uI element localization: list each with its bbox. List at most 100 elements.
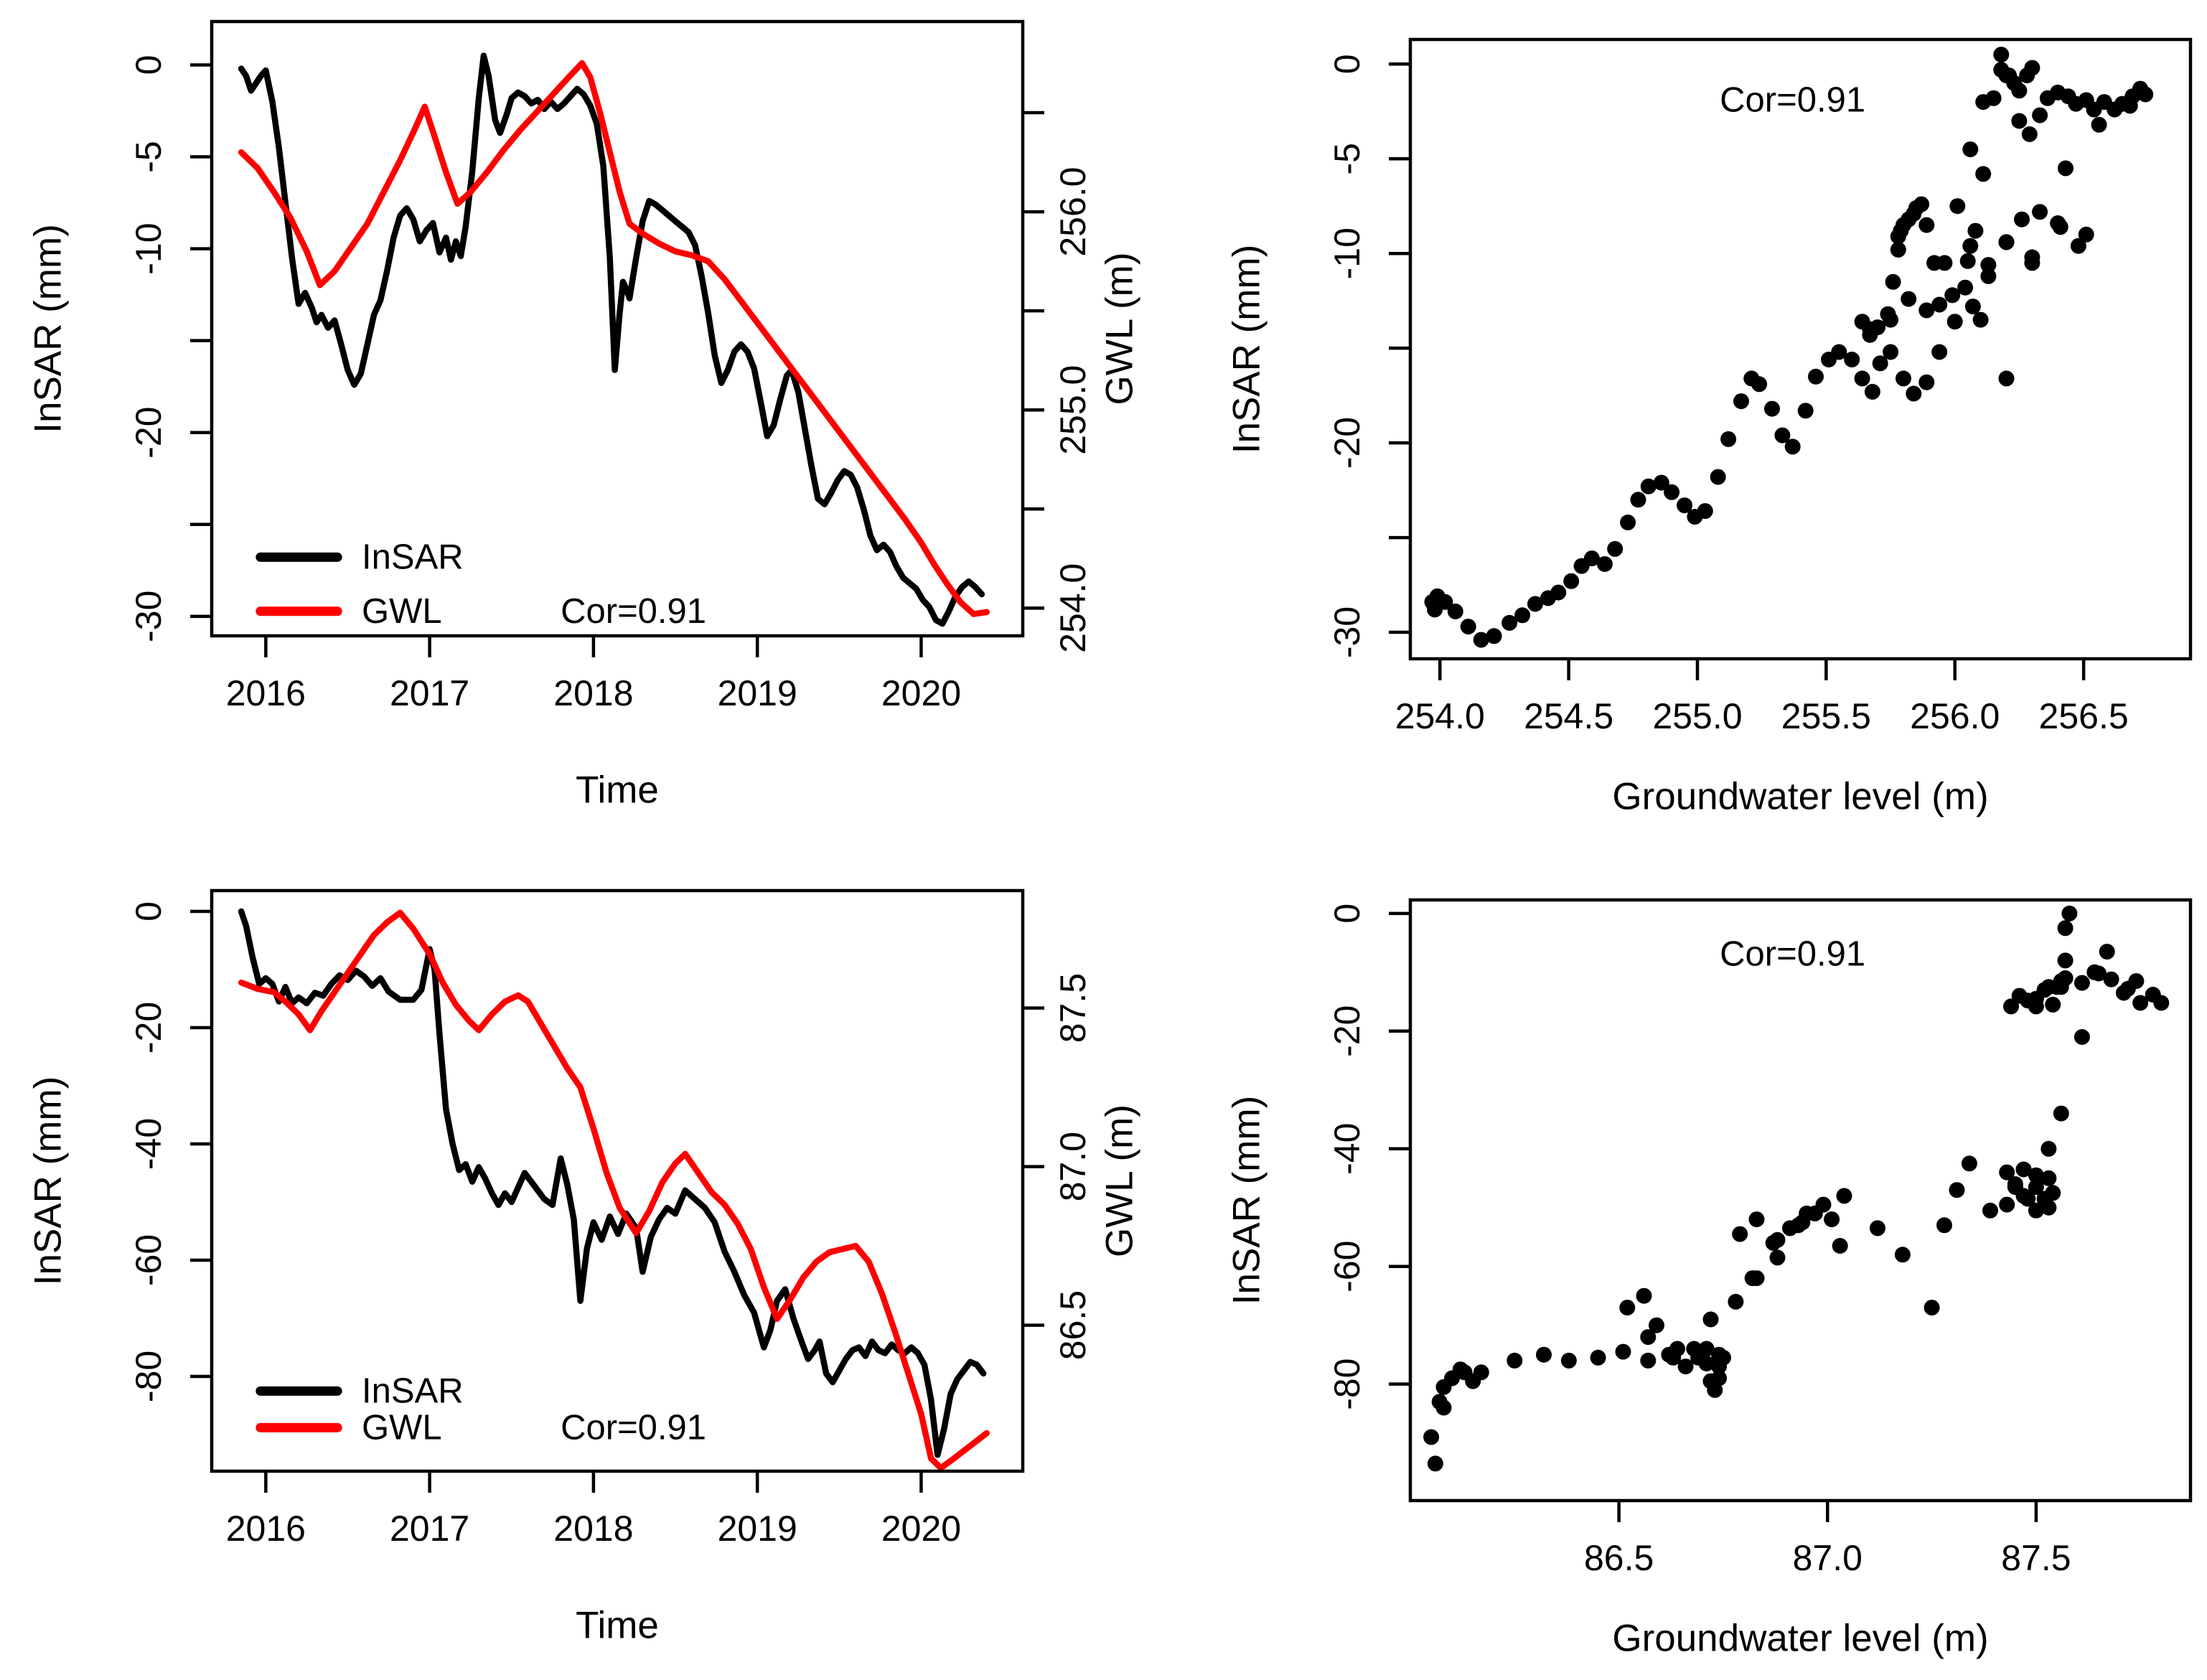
data-point <box>1527 596 1543 612</box>
x-tick-label: 2020 <box>881 1508 961 1549</box>
data-point <box>2045 996 2061 1013</box>
y-tick-label-right: 87.5 <box>1053 973 1093 1043</box>
data-point <box>1782 1220 1798 1236</box>
data-point <box>1711 1370 1728 1386</box>
x-axis-title: Time <box>576 1605 659 1647</box>
y-axis-title-left: InSAR (mm) <box>1226 245 1268 454</box>
data-point <box>1423 1429 1440 1445</box>
x-tick-label: 2017 <box>390 673 469 713</box>
data-point <box>1540 590 1556 606</box>
plot-box <box>210 19 1025 638</box>
data-point <box>2032 107 2048 123</box>
data-point <box>1507 1352 1523 1369</box>
data-point <box>1799 1205 1815 1221</box>
data-point <box>1975 166 1992 182</box>
x-tick-label: 2019 <box>718 1508 797 1549</box>
x-tick-label: 2016 <box>226 1508 306 1549</box>
data-point <box>1619 1300 1636 1316</box>
data-point <box>1832 1238 1848 1254</box>
data-point <box>1944 287 1961 304</box>
data-point <box>1596 556 1613 572</box>
data-point <box>1649 1317 1664 1333</box>
data-point <box>2057 970 2074 986</box>
x-tick-label: 2019 <box>718 673 797 713</box>
data-point <box>1720 431 1737 447</box>
data-point <box>1514 607 1531 624</box>
data-point <box>1687 509 1703 525</box>
y-tick-label-left: 0 <box>1327 54 1367 74</box>
data-point <box>1620 515 1636 530</box>
data-point <box>1844 352 1860 367</box>
data-point <box>1931 296 1948 313</box>
data-point <box>1918 374 1935 390</box>
data-point <box>1980 257 1997 273</box>
data-point <box>2086 964 2103 980</box>
data-point <box>2074 975 2090 991</box>
data-point <box>2011 987 2028 1004</box>
data-point <box>1640 1329 1657 1346</box>
data-point <box>1959 253 1976 269</box>
y-tick-label-right: 256.0 <box>1053 167 1093 257</box>
data-point <box>1447 604 1463 619</box>
data-point <box>1854 370 1870 387</box>
x-tick-label: 87.0 <box>1793 1538 1862 1578</box>
data-point <box>1664 484 1680 500</box>
data-point <box>1923 1300 1940 1316</box>
data-point <box>1936 1217 1952 1234</box>
data-point <box>1931 344 1948 360</box>
data-point <box>1486 628 1502 644</box>
data-point <box>1964 299 1981 315</box>
x-axis-title: Groundwater level (m) <box>1612 1618 1988 1660</box>
data-point <box>1797 403 1814 419</box>
data-point <box>1885 273 1901 290</box>
data-point <box>1998 370 2015 387</box>
y-tick-label-left: -30 <box>1327 606 1367 658</box>
data-point <box>2057 920 2074 937</box>
data-point <box>1918 302 1935 319</box>
data-point <box>2052 219 2068 235</box>
data-point <box>1677 497 1693 514</box>
data-point <box>2137 86 2154 103</box>
data-point <box>1946 314 1963 330</box>
data-point <box>2040 1140 2057 1157</box>
x-tick-label: 254.5 <box>1524 696 1613 736</box>
data-point <box>2028 1167 2044 1183</box>
series-line-gwl <box>238 60 990 617</box>
data-point <box>1821 352 1837 367</box>
y-tick-label-left: -40 <box>128 1118 169 1170</box>
data-point <box>1854 314 1870 330</box>
data-point <box>1764 400 1780 417</box>
data-point <box>2057 952 2074 969</box>
y-tick-label-left: -80 <box>128 1351 169 1402</box>
data-point <box>2040 979 2057 995</box>
data-point <box>2028 1202 2044 1219</box>
data-point <box>1536 1346 1552 1363</box>
data-point <box>2132 995 2149 1011</box>
legend-label-insar: InSAR <box>362 1371 464 1410</box>
data-point <box>1962 238 1979 254</box>
data-point <box>2070 238 2086 254</box>
x-tick-label: 2020 <box>881 673 961 713</box>
data-point <box>1501 614 1518 631</box>
data-point <box>1967 222 1984 239</box>
y-tick-label-left: -10 <box>1327 227 1367 279</box>
x-tick-label: 2017 <box>390 1508 469 1549</box>
series-line-insar <box>238 908 987 1458</box>
data-point <box>1901 291 1917 307</box>
data-point <box>2045 1185 2061 1201</box>
data-point <box>1748 1211 1765 1228</box>
data-point <box>1677 1358 1694 1375</box>
plot-box <box>210 888 1025 1473</box>
x-tick-label: 255.0 <box>1652 696 1742 736</box>
data-point <box>1765 1234 1781 1251</box>
y-tick-label-left: -20 <box>1327 417 1367 469</box>
data-point <box>1743 370 1760 387</box>
x-tick-label: 255.5 <box>1781 696 1871 736</box>
data-point <box>1615 1343 1631 1360</box>
panel-timeseries-top: 2016 2017 2018 2019 2020 Time 0 -5 -10 -20 -30 InSA… <box>27 19 1141 812</box>
x-tick-label: 2016 <box>226 673 306 713</box>
series-line-insar <box>238 52 985 627</box>
data-point <box>1957 279 1974 296</box>
y-tick-label-right: 254.0 <box>1053 563 1093 653</box>
data-point <box>1427 601 1443 618</box>
